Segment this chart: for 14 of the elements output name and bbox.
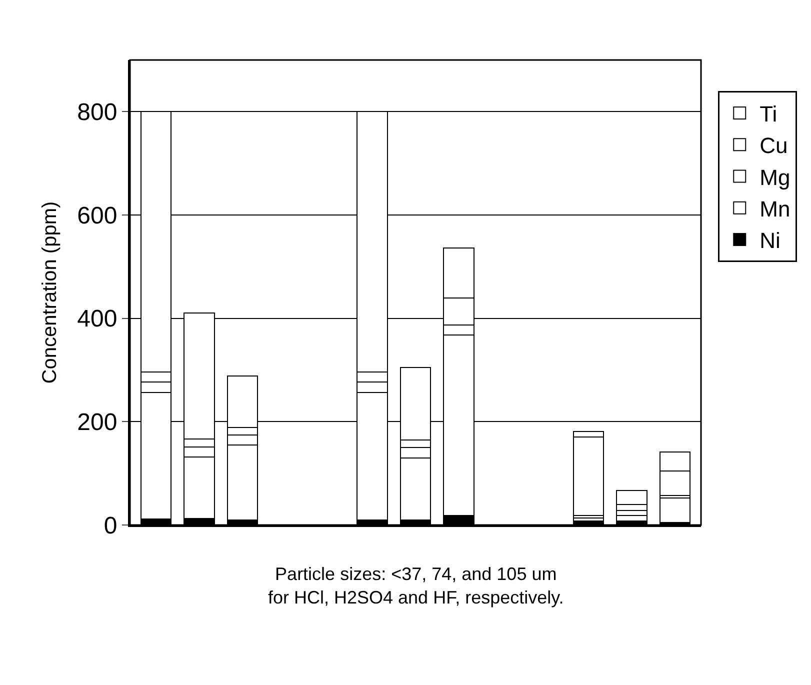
text: Particle sizes: <37, 74, and 105 um for HCl, H2SO4 and HF, respectively. [268,564,564,608]
y-tick-label: 0 [104,512,118,540]
legend-label: Cu [760,133,788,158]
y-axis-title: Concentration (ppm) [39,201,62,384]
y-tick-label: 800 [77,99,118,126]
legend-label: Mn [760,196,790,222]
legend-label: Ti [760,102,778,127]
bar [659,498,691,523]
bar [616,515,648,522]
y-tick-label: 600 [77,202,118,230]
y-tick-label: 400 [77,306,118,333]
legend-label: Mg [760,164,790,190]
y-tick-label: 200 [77,409,118,436]
legend-label: Ni [760,228,780,254]
